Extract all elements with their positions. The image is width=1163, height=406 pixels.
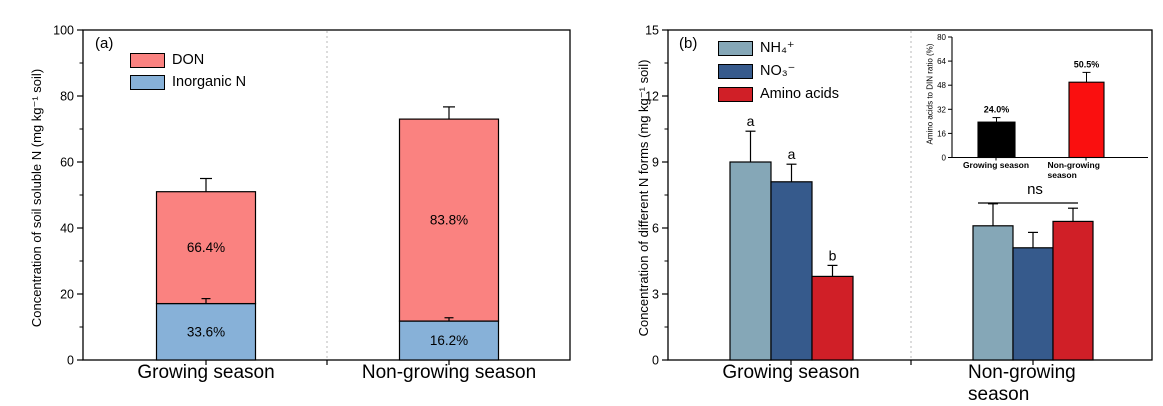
panel-b-category-non-growing-season: Non-growing season bbox=[968, 362, 1076, 405]
inset-plot: 0 16 32 48 64 80 24.0% 50.5% bbox=[937, 33, 1148, 163]
panel-b-letter: (b) bbox=[679, 35, 698, 52]
grouped-bar bbox=[770, 181, 813, 361]
no3-label: NO₃⁻ bbox=[760, 63, 796, 80]
panel-a-plot: 0 20 40 60 80 100 33.6% 66.4% 16.2% 83.8% bbox=[53, 24, 571, 368]
don-label: DON bbox=[172, 52, 205, 69]
y-tick-label: 15 bbox=[645, 24, 659, 38]
ns-significance-annotation: ns bbox=[1027, 181, 1043, 198]
grouped-bar bbox=[1012, 247, 1054, 361]
grouped-bar bbox=[811, 275, 854, 361]
inset-y-tick-label: 0 bbox=[942, 154, 947, 163]
amino-acids-swatch bbox=[718, 87, 753, 102]
y-tick-label: 9 bbox=[652, 156, 659, 170]
inset-value-label: 24.0% bbox=[984, 105, 1010, 115]
panel-a-y-axis-label: Concentration of soil soluble N (mg kg⁻¹… bbox=[29, 68, 44, 328]
panel-a-category-growing-season: Growing season bbox=[137, 362, 275, 383]
panel-b-y-axis-label: Concentration of different N forms (mg k… bbox=[636, 59, 651, 337]
inorganic-n-label: Inorganic N bbox=[172, 74, 247, 91]
panel-b-legend: NH₄⁺ NO₃⁻ Amino acids bbox=[718, 41, 839, 110]
amino-acids-label: Amino acids bbox=[760, 86, 839, 103]
y-tick-label: 6 bbox=[652, 222, 659, 236]
panel-b-plot: 0 3 6 9 12 15 a a b bbox=[645, 24, 1153, 368]
panel-a-letter: (a) bbox=[95, 35, 114, 52]
significance-letter: a bbox=[747, 113, 755, 129]
grouped-bar bbox=[972, 225, 1014, 361]
no3-swatch bbox=[718, 64, 753, 79]
y-tick-label: 12 bbox=[645, 90, 659, 104]
stacked-bar-segment bbox=[398, 118, 500, 322]
nh4-swatch bbox=[718, 41, 753, 56]
inset-y-tick-label: 64 bbox=[937, 57, 946, 66]
inset-category-growing-season: Growing season bbox=[962, 160, 1030, 170]
inorganic-n-swatch bbox=[130, 75, 165, 90]
stacked-bar-segment bbox=[155, 191, 257, 305]
significance-letter: a bbox=[788, 146, 796, 162]
legend-item-nh4: NH₄⁺ bbox=[718, 41, 839, 56]
y-tick-label: 20 bbox=[60, 288, 74, 302]
y-tick-label: 3 bbox=[652, 288, 659, 302]
percent-label: 83.8% bbox=[430, 213, 468, 228]
panel-a-category-non-growing-season: Non-growing season bbox=[361, 362, 537, 383]
grouped-bar bbox=[1052, 220, 1094, 361]
y-tick-label: 0 bbox=[67, 354, 74, 368]
panel-b-category-growing-season: Growing season bbox=[722, 362, 860, 383]
y-tick-label: 0 bbox=[652, 354, 659, 368]
y-tick-label: 40 bbox=[60, 222, 74, 236]
inset-y-tick-label: 16 bbox=[937, 129, 946, 138]
inset-y-tick-label: 32 bbox=[937, 105, 946, 114]
inset-bar bbox=[1068, 81, 1105, 159]
y-tick-label: 100 bbox=[53, 24, 74, 38]
stacked-bar-segment bbox=[155, 302, 257, 361]
stacked-bar-segment bbox=[398, 320, 500, 361]
legend-item-amino-acids: Amino acids bbox=[718, 87, 839, 102]
y-tick-label: 80 bbox=[60, 90, 74, 104]
y-tick-label: 60 bbox=[60, 156, 74, 170]
inset-y-tick-label: 80 bbox=[937, 33, 946, 42]
nh4-label: NH₄⁺ bbox=[760, 40, 795, 57]
significance-letter: b bbox=[829, 247, 837, 263]
percent-label: 16.2% bbox=[430, 333, 468, 348]
inset-bar bbox=[977, 121, 1016, 159]
inset-y-tick-label: 48 bbox=[937, 81, 946, 90]
inset-value-label: 50.5% bbox=[1074, 59, 1100, 69]
legend-item-inorganic-n: Inorganic N bbox=[130, 75, 246, 90]
legend-item-no3: NO₃⁻ bbox=[718, 64, 839, 79]
inset-y-axis-label: Amino acids to DIN ratio (%) bbox=[925, 43, 935, 145]
legend-item-don: DON bbox=[130, 53, 246, 68]
inset-category-non-growing-season: Non-growing season bbox=[1047, 160, 1100, 180]
percent-label: 33.6% bbox=[187, 324, 225, 339]
don-swatch bbox=[130, 53, 165, 68]
grouped-bar bbox=[729, 161, 772, 361]
panel-a-legend: DON Inorganic N bbox=[130, 53, 246, 97]
percent-label: 66.4% bbox=[187, 240, 225, 255]
